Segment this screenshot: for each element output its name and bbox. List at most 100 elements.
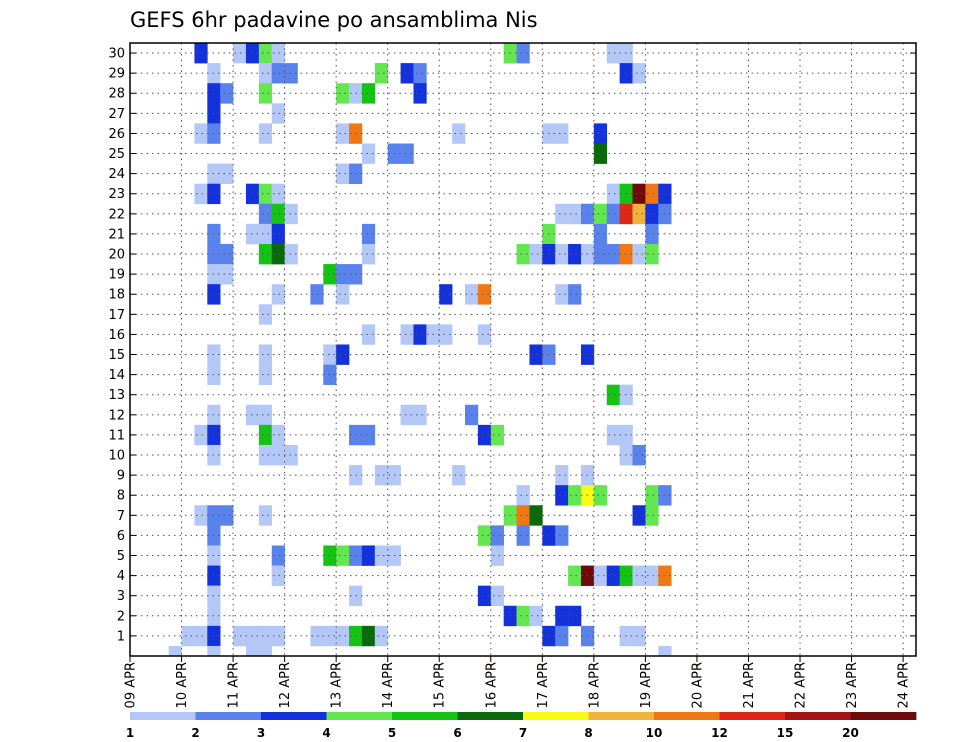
heatmap-cell <box>220 83 234 104</box>
heatmap-cell <box>593 243 608 265</box>
heatmap-cell <box>400 143 414 164</box>
heatmap-cell <box>194 43 208 64</box>
heatmap-cell <box>568 605 582 627</box>
heatmap-cell <box>606 384 620 406</box>
heatmap-cell <box>245 645 260 657</box>
heatmap-cell <box>336 83 350 104</box>
heatmap-cell <box>413 324 427 345</box>
heatmap-cell <box>439 284 453 305</box>
grid-lines <box>130 43 916 656</box>
heatmap-cell <box>645 505 659 526</box>
heatmap-cell <box>555 284 569 305</box>
heatmap-cell <box>271 565 285 586</box>
heatmap-cell <box>258 83 273 104</box>
heatmap-cell <box>258 424 273 446</box>
heatmap-cell <box>413 404 427 426</box>
heatmap-cell <box>194 123 208 144</box>
heatmap-cell <box>271 545 285 566</box>
heatmap-cell <box>336 284 350 305</box>
heatmap-cell <box>490 545 504 566</box>
heatmap-cell <box>336 625 350 647</box>
colorbar-label: 7 <box>519 726 527 740</box>
heatmap-cell <box>361 223 376 245</box>
y-tick-label: 15 <box>108 348 125 363</box>
heatmap-cell <box>568 485 582 506</box>
heatmap-cell <box>271 63 285 84</box>
heatmap-cell <box>271 424 285 446</box>
heatmap-cell <box>516 43 530 64</box>
heatmap-cell <box>632 203 646 225</box>
heatmap-cell <box>220 505 234 526</box>
heatmap-cell <box>632 444 646 466</box>
heatmap-cell <box>258 645 273 657</box>
colorbar-swatch <box>195 712 262 720</box>
heatmap-cell <box>490 585 504 607</box>
heatmap-cell <box>400 404 414 426</box>
heatmap-cell <box>400 324 414 345</box>
colorbar-swatch <box>392 712 458 720</box>
y-tick-label: 25 <box>108 147 125 162</box>
heatmap-cell <box>658 645 672 657</box>
heatmap-cell <box>516 605 530 627</box>
heatmap-cell <box>284 444 298 466</box>
y-tick-label: 18 <box>108 288 125 303</box>
colorbar-label: 5 <box>388 726 396 740</box>
x-tick-label: 15 APR <box>433 662 448 708</box>
heatmap-cell <box>284 63 298 84</box>
heatmap-cell <box>490 525 504 546</box>
heatmap-cell <box>477 324 492 345</box>
colorbar-swatch <box>850 712 917 720</box>
y-tick-label: 1 <box>117 629 125 644</box>
heatmap-cell <box>606 43 620 64</box>
x-tick-label: 23 APR <box>845 662 860 708</box>
heatmap-cell <box>245 223 260 245</box>
heatmap-cell <box>323 545 337 566</box>
heatmap-cell <box>258 304 273 325</box>
heatmap-cell <box>336 545 350 566</box>
heatmap-cell <box>568 203 582 225</box>
heatmap-cell <box>452 465 466 486</box>
colorbar-label: 4 <box>322 726 330 740</box>
y-tick-label: 14 <box>108 368 125 383</box>
heatmap-cell <box>258 444 273 466</box>
heatmap-cell <box>606 424 620 446</box>
colorbar-label: 15 <box>777 726 794 740</box>
x-tick-label: 16 APR <box>484 662 499 708</box>
y-tick-label: 16 <box>108 328 125 343</box>
x-tick-label: 12 APR <box>278 662 293 708</box>
colorbar-label: 10 <box>646 726 663 740</box>
y-tick-label: 13 <box>108 388 125 403</box>
heatmap-cell <box>258 243 273 265</box>
heatmap-cell <box>555 605 569 627</box>
heatmap-cells <box>168 43 672 657</box>
heatmap-cell <box>258 223 273 245</box>
heatmap-cell <box>593 203 608 225</box>
heatmap-cell <box>271 43 285 64</box>
heatmap-cell <box>632 243 646 265</box>
colorbar-swatch <box>654 712 720 720</box>
y-axis-ticks: 1234567891011121314151617181920212223242… <box>108 47 916 644</box>
heatmap-cell <box>258 43 273 64</box>
heatmap-cell <box>568 284 582 305</box>
y-tick-label: 27 <box>108 107 125 122</box>
x-tick-label: 10 APR <box>175 662 190 708</box>
y-tick-label: 21 <box>108 227 125 242</box>
heatmap-cell <box>632 625 646 647</box>
colorbar-swatch <box>457 712 524 720</box>
y-tick-label: 3 <box>117 589 125 604</box>
plot-frame <box>129 42 917 657</box>
heatmap-cell <box>258 63 273 84</box>
y-tick-label: 8 <box>117 489 125 504</box>
heatmap-cell <box>477 585 492 607</box>
heatmap-cell <box>233 625 247 647</box>
heatmap-cell <box>593 485 608 506</box>
y-tick-label: 19 <box>108 268 125 283</box>
heatmap-cell <box>477 525 492 546</box>
heatmap-cell <box>220 264 234 285</box>
x-tick-label: 17 APR <box>536 662 551 708</box>
heatmap-cell <box>555 485 569 506</box>
heatmap-cell <box>529 243 543 265</box>
colorbar-label: 6 <box>453 726 461 740</box>
heatmap-cell <box>374 63 389 84</box>
heatmap-cell <box>207 645 221 657</box>
